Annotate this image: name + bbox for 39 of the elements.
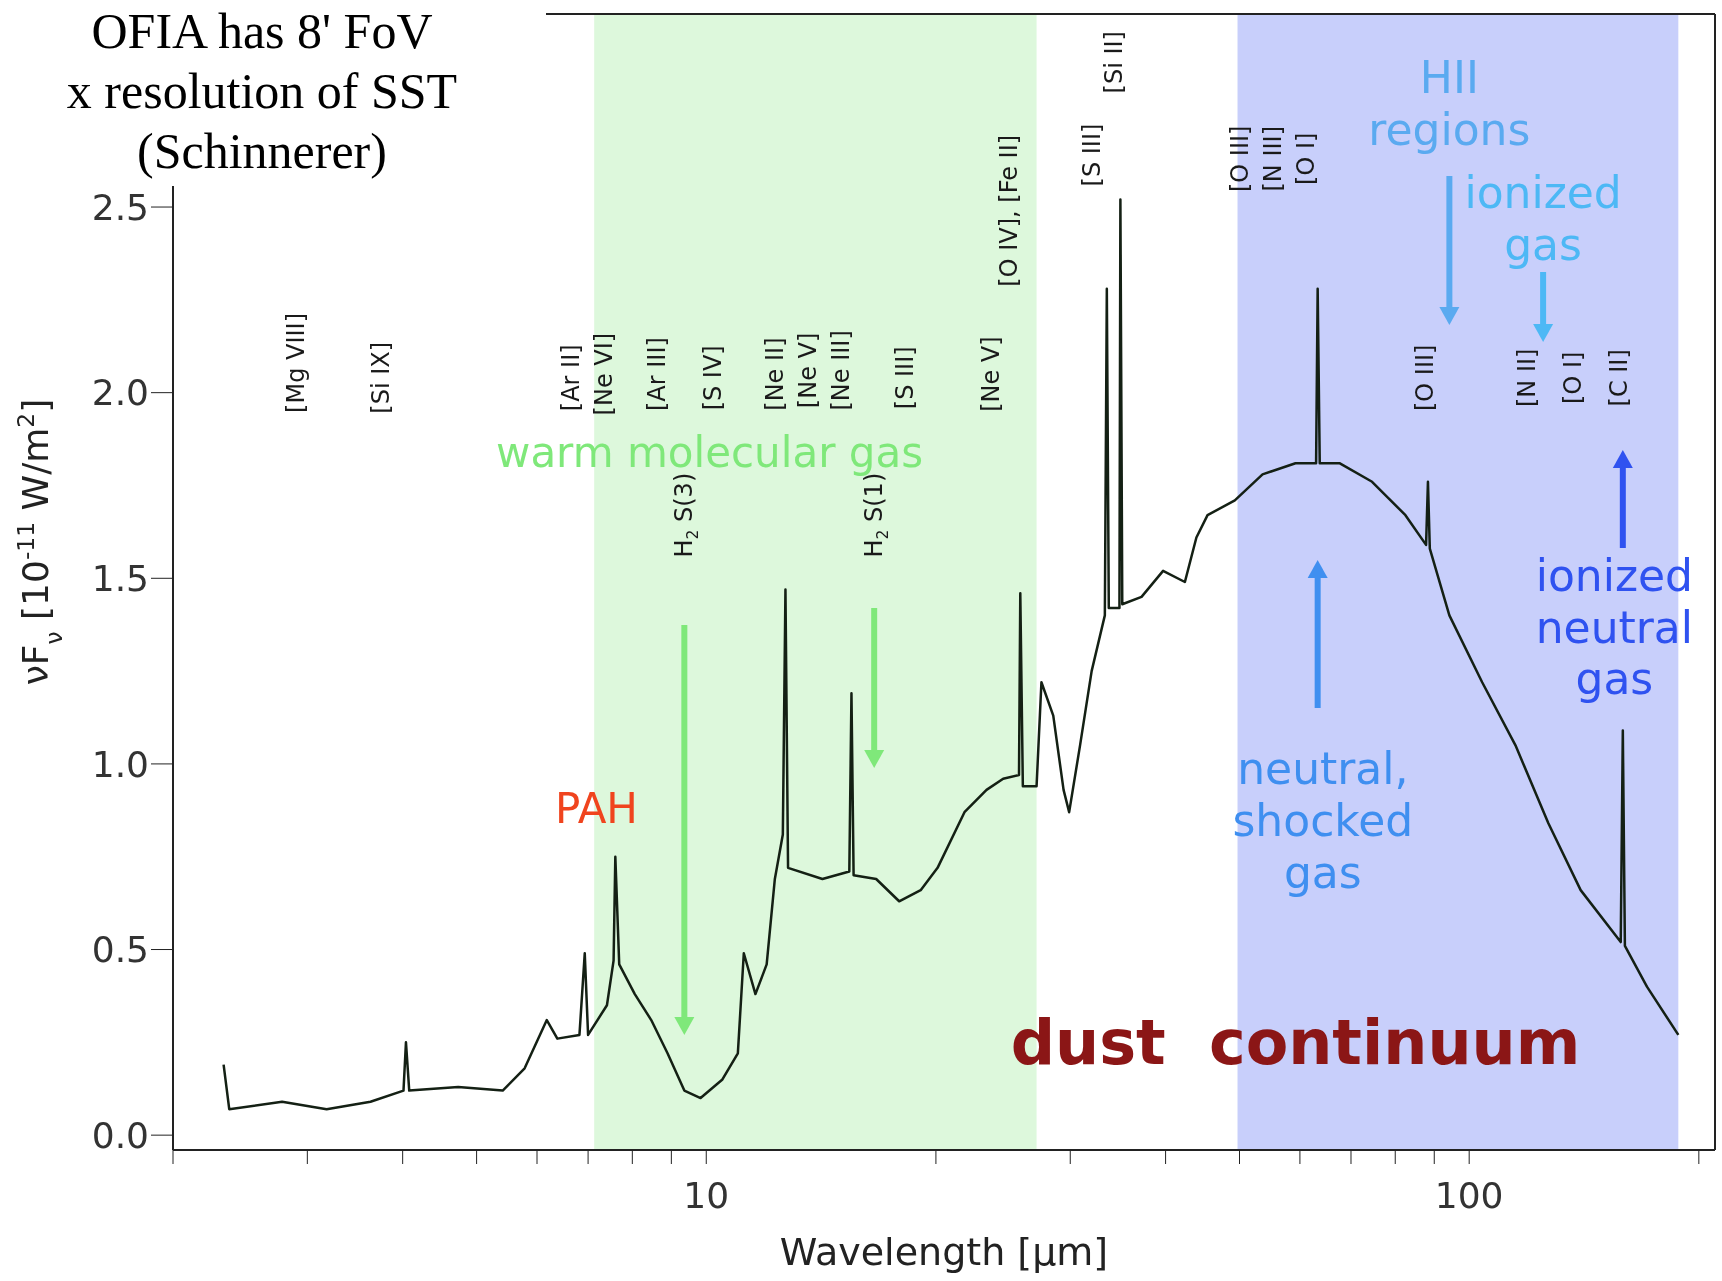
annotation: [Ne II]: [760, 337, 789, 411]
annotation: [Ar III]: [642, 337, 671, 412]
annotation: [O I]: [1559, 351, 1588, 404]
annotation: [O IV], [Fe II]: [994, 134, 1023, 287]
annotation: [O III]: [1410, 344, 1439, 412]
annotation: [Ne III]: [826, 330, 855, 411]
y-tick-label: 2.5: [91, 186, 149, 228]
annotation: HII regions: [1368, 51, 1531, 155]
annotation: [N II]: [1512, 348, 1541, 408]
annotation: [Si II]: [1099, 31, 1128, 94]
annotation: [Si IX]: [367, 341, 396, 414]
annotation: (Schinnerer): [137, 123, 387, 179]
annotation: PAH: [555, 783, 638, 833]
annotation: [O III]: [1226, 125, 1255, 193]
annotation: [Mg VIII]: [282, 312, 311, 413]
annotation: OFIA has 8' FoV: [91, 3, 433, 59]
annotation: [Ar II]: [557, 344, 586, 412]
x-tick-label: 10: [683, 1174, 730, 1216]
y-tick-label: 0.0: [91, 1114, 149, 1156]
y-tick-label: 1.0: [91, 743, 149, 785]
x-tick-label: 100: [1434, 1174, 1504, 1216]
annotation: [S III]: [1077, 123, 1106, 187]
y-tick-label: 0.5: [91, 929, 149, 971]
annotation: [S IV]: [698, 345, 727, 411]
annotation: [O I]: [1291, 132, 1320, 185]
annotation: [Ne VI]: [589, 332, 618, 416]
annotation: [Ne V]: [794, 332, 823, 409]
annotation: dust continuum: [1010, 1005, 1581, 1079]
annotation: [C II]: [1604, 349, 1633, 407]
annotation: [Ne V]: [976, 336, 1005, 412]
annotation: ionized gas: [1464, 166, 1622, 270]
annotation: ionized neutral gas: [1535, 549, 1694, 704]
x-axis-title: Wavelength [μm]: [779, 1230, 1109, 1274]
annotation: [S III]: [890, 346, 919, 410]
annotation: neutral, shocked gas: [1232, 742, 1414, 898]
annotation: [N III]: [1259, 126, 1288, 192]
y-tick-label: 2.0: [91, 372, 149, 414]
annotation: x resolution of SST: [66, 63, 458, 119]
y-tick-label: 1.5: [91, 558, 149, 600]
